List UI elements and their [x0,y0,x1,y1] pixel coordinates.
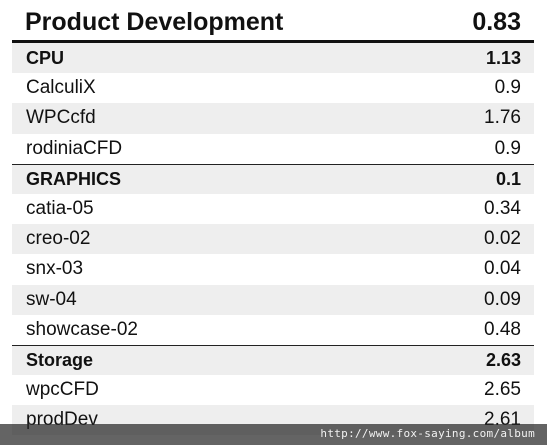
group-header-row: Storage 2.63 [12,344,534,376]
title-divider [12,40,534,43]
group-header-row: CPU 1.13 [12,43,534,74]
row-value: 0.34 [484,198,521,220]
row-value: 0.09 [484,288,521,310]
row-label: wpcCFD [26,379,99,401]
row-label: WPCcfd [26,107,96,129]
table-row: wpcCFD 2.65 [12,375,534,405]
row-value: 0.48 [484,318,521,340]
row-label: catia-05 [26,198,94,220]
row-value: 0.9 [494,77,521,99]
title-row: Product Development 0.83 [25,4,521,40]
row-label: Storage [26,349,94,370]
overall-score: 0.83 [472,7,521,36]
table-row: CalculiX 0.9 [12,73,534,103]
table-row: WPCcfd 1.76 [12,103,534,134]
row-value: 0.9 [494,137,521,159]
benchmark-table: CPU 1.13 CalculiX 0.9 WPCcfd 1.76 rodini… [12,43,534,436]
watermark-text: http://www.fox-saying.com/album [320,427,535,440]
table-row: catia-05 0.34 [12,194,534,224]
row-value: 2.65 [484,379,521,401]
row-label: CalculiX [26,77,96,99]
row-label: rodiniaCFD [26,137,123,159]
table-row: rodiniaCFD 0.9 [12,134,534,164]
row-label: GRAPHICS [26,168,122,189]
table-row: sw-04 0.09 [12,284,534,315]
row-label: CPU [26,47,65,68]
row-label: creo-02 [26,228,91,250]
row-label: showcase-02 [26,318,138,340]
row-value: 1.76 [484,107,521,129]
table-row: showcase-02 0.48 [12,315,534,345]
row-value: 0.02 [484,228,521,250]
panel-title: Product Development [25,7,284,36]
row-label: snx-03 [26,258,84,280]
row-label: sw-04 [26,288,77,310]
row-value: 0.04 [484,258,521,280]
row-value: 0.1 [495,168,521,189]
row-value: 1.13 [485,47,521,68]
group-header-row: GRAPHICS 0.1 [12,163,534,194]
row-value: 2.63 [485,349,521,370]
table-row: creo-02 0.02 [12,224,534,255]
table-row: snx-03 0.04 [12,254,534,284]
watermark-bar: http://www.fox-saying.com/album [0,424,547,445]
